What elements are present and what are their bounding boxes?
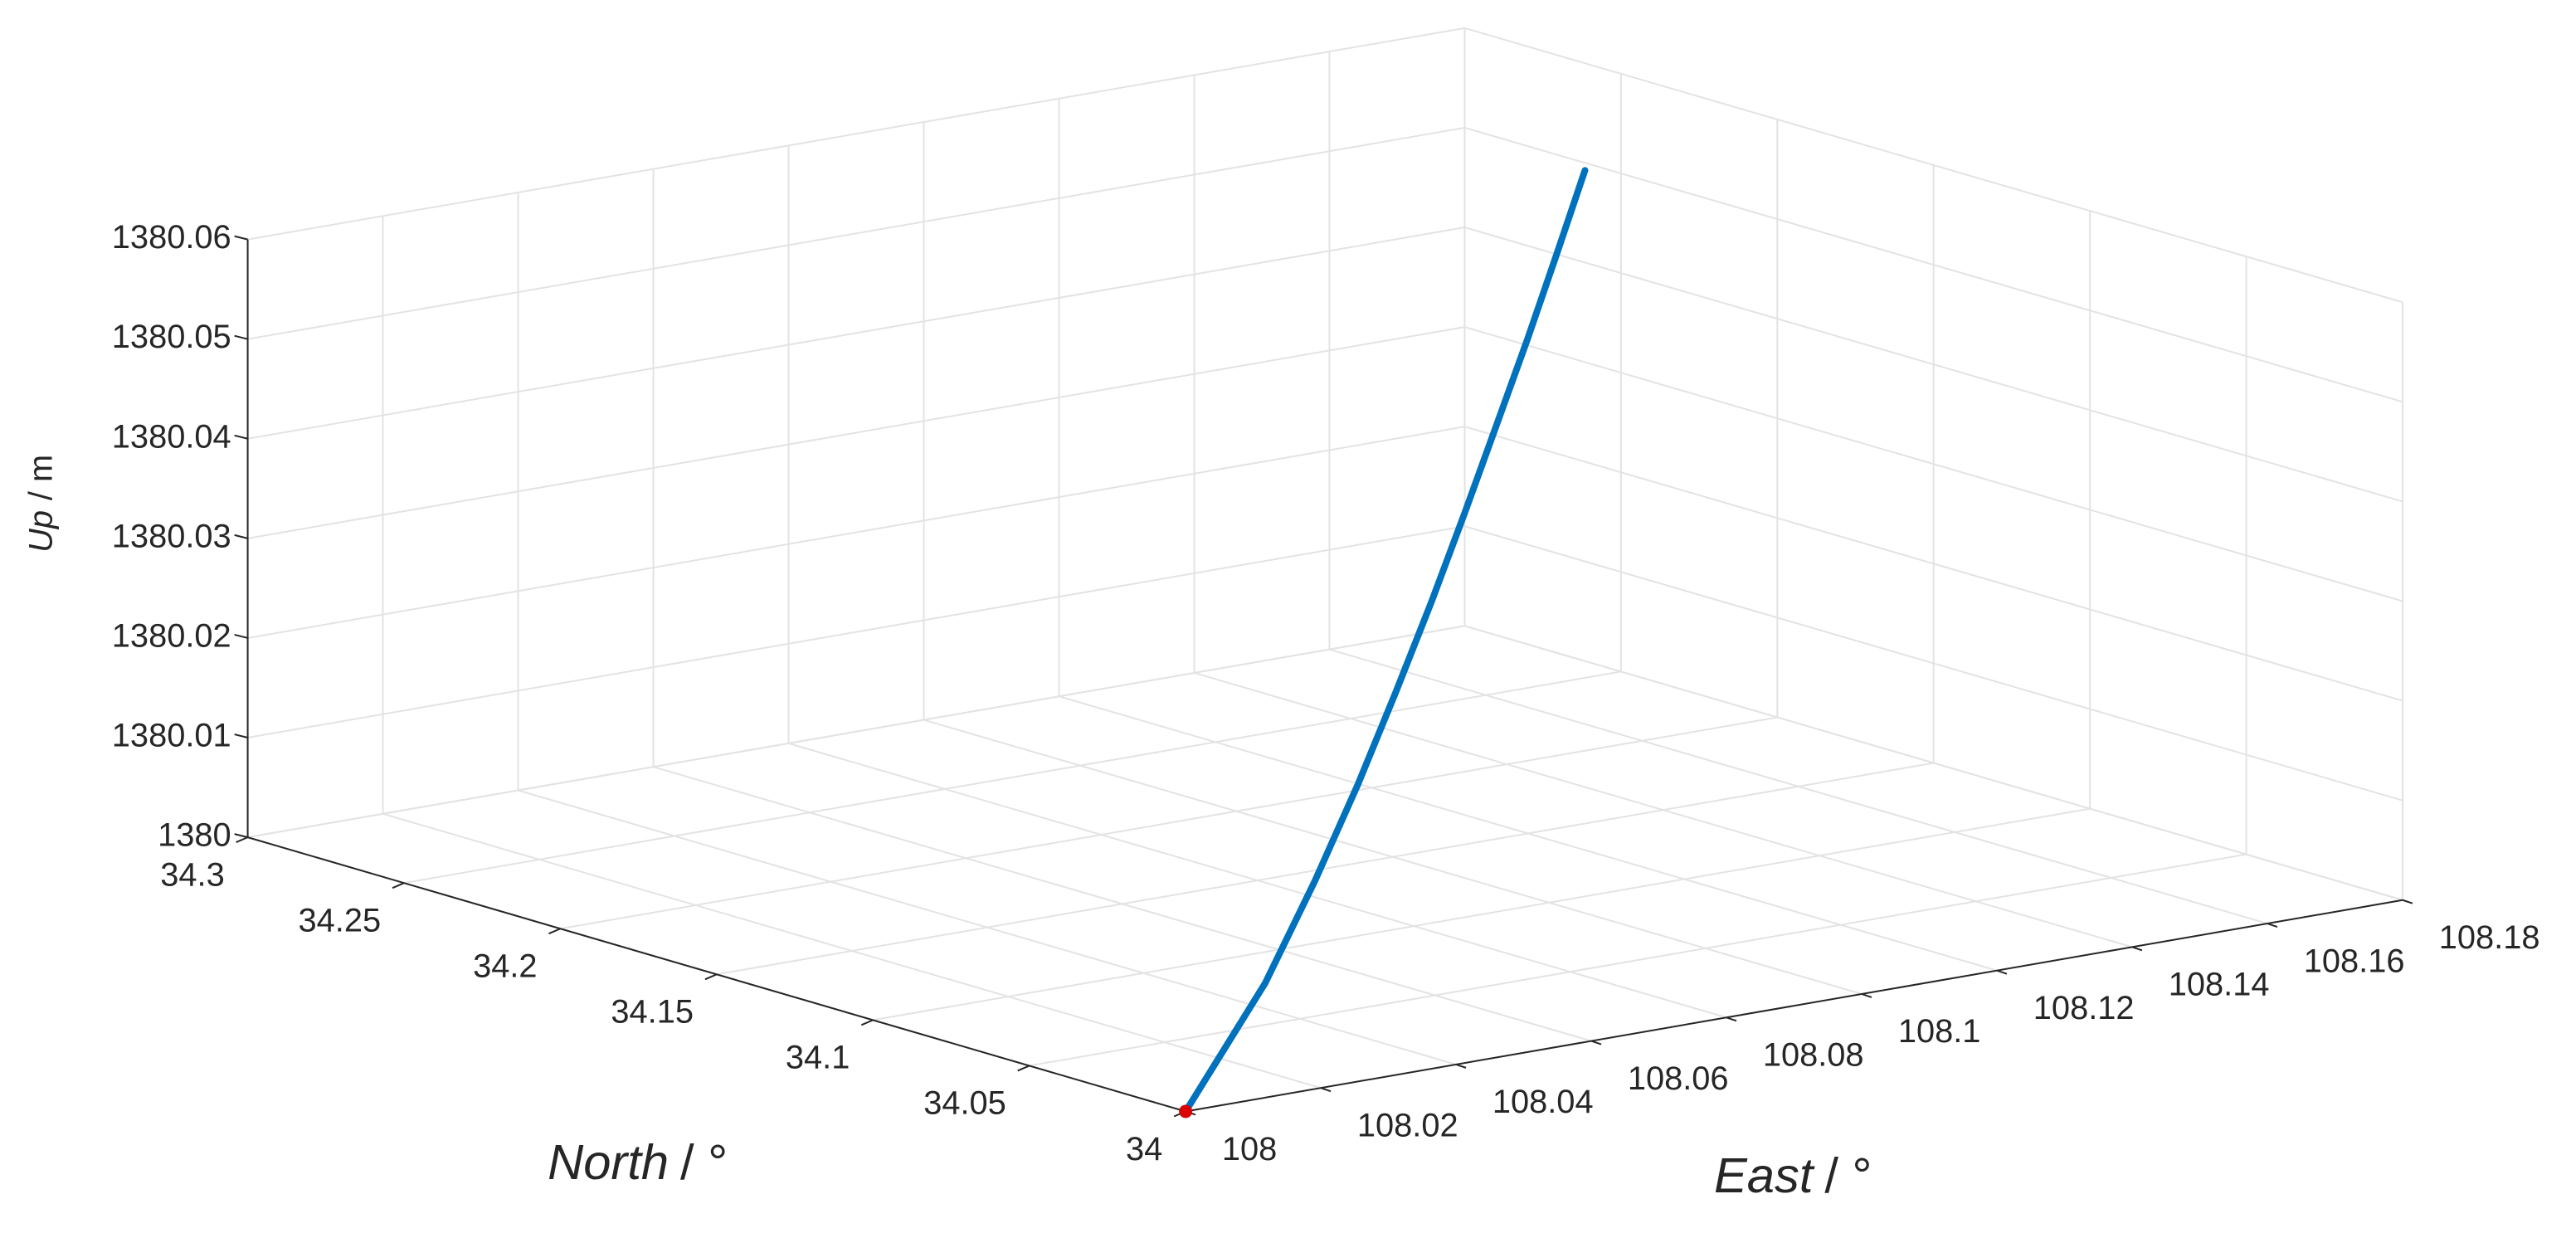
trajectory-line: [1182, 167, 1589, 1115]
marks: [1179, 167, 1589, 1118]
y-tick-label: 34.25: [299, 902, 382, 938]
x-axis-title: East: [1714, 1148, 1815, 1203]
start-point: [1179, 1104, 1193, 1118]
x-tick: [1320, 1087, 1332, 1093]
z-tick: [234, 434, 248, 440]
x-tick-label: 108.06: [1628, 1060, 1729, 1097]
grid-line: [247, 625, 1465, 839]
x-tick-label: 108.08: [1763, 1037, 1864, 1074]
y-tick-label: 34.05: [923, 1085, 1006, 1122]
grid-line: [247, 426, 1465, 639]
z-axis-unit: / m: [22, 455, 59, 500]
grid-line: [247, 525, 1465, 739]
y-tick-label: 34.1: [786, 1040, 850, 1076]
y-tick-label: 34.3: [160, 856, 224, 893]
grid-line: [873, 807, 2091, 1021]
y-axis-line: [247, 836, 1186, 1113]
x-tick-label: 108.16: [2304, 943, 2405, 979]
grid-line: [560, 716, 1778, 930]
y-axis-unit: / °: [680, 1134, 728, 1190]
y-tick: [548, 928, 561, 935]
x-tick: [1590, 1040, 1602, 1045]
grid-line: [247, 326, 1465, 539]
z-tick-label: 1380.03: [112, 518, 231, 554]
x-tick: [2267, 923, 2278, 928]
x-tick-label: 108.18: [2439, 919, 2540, 956]
z-tick-label: 1380: [158, 817, 231, 854]
grid-line: [1464, 227, 2403, 503]
y-tick-label: 34: [1126, 1131, 1162, 1167]
z-tick-label: 1380.02: [112, 617, 231, 654]
grid-line: [1464, 625, 2403, 901]
z-axis-title-group: Up / m: [22, 455, 59, 553]
x-tick: [1455, 1063, 1467, 1069]
x-tick: [1861, 993, 1872, 998]
z-tick: [234, 633, 248, 639]
grid-line: [1464, 426, 2403, 702]
y-tick-label: 34.15: [611, 994, 694, 1031]
grid-line: [1464, 326, 2403, 602]
z-axis-title: Up: [22, 510, 59, 553]
grid: [246, 27, 2403, 1113]
z-tick-label: 1380.05: [112, 319, 231, 355]
y-tick: [860, 1019, 874, 1026]
y-tick-label: 34.2: [473, 948, 537, 985]
z-tick: [234, 833, 248, 839]
x-tick-label: 108.04: [1493, 1084, 1594, 1120]
x-tick-label: 108.1: [1898, 1013, 1981, 1050]
x-tick-label: 108: [1222, 1131, 1277, 1167]
grid-line: [247, 27, 1465, 241]
x-tick: [2131, 946, 2143, 952]
z-tick: [234, 534, 248, 539]
grid-line: [247, 126, 1465, 340]
x-axis-unit: / °: [1824, 1148, 1872, 1203]
x-tick-label: 108.14: [2169, 967, 2270, 1003]
grid-line: [1029, 853, 2247, 1067]
x-tick: [1996, 969, 2008, 975]
y-axis-title: North: [548, 1134, 669, 1190]
y-tick: [236, 836, 248, 843]
y-tick: [704, 973, 718, 981]
z-tick-label: 1380.01: [112, 718, 231, 754]
z-tick-label: 1380.04: [112, 418, 231, 455]
y-tick: [1017, 1065, 1030, 1072]
z-tick: [234, 733, 248, 738]
grid-line: [1464, 126, 2403, 403]
x-tick-label: 108.02: [1357, 1107, 1458, 1143]
x-tick: [2402, 899, 2413, 904]
x-tick: [1726, 1016, 1737, 1022]
grid-line: [247, 227, 1465, 440]
z-tick: [234, 334, 248, 340]
axes: 108 108.02 108.04 108.06 108.08 108.1 108.12 10…: [112, 219, 2540, 1167]
y-tick: [392, 882, 405, 889]
grid-line: [716, 762, 1934, 976]
z-tick: [234, 235, 248, 241]
x-axis-line: [1185, 899, 2403, 1113]
x-tick-label: 108.12: [2033, 990, 2135, 1026]
z-tick-label: 1380.06: [112, 219, 231, 256]
grid-line: [1464, 525, 2403, 802]
grid-line: [403, 670, 1622, 885]
grid-line: [1464, 27, 2403, 304]
